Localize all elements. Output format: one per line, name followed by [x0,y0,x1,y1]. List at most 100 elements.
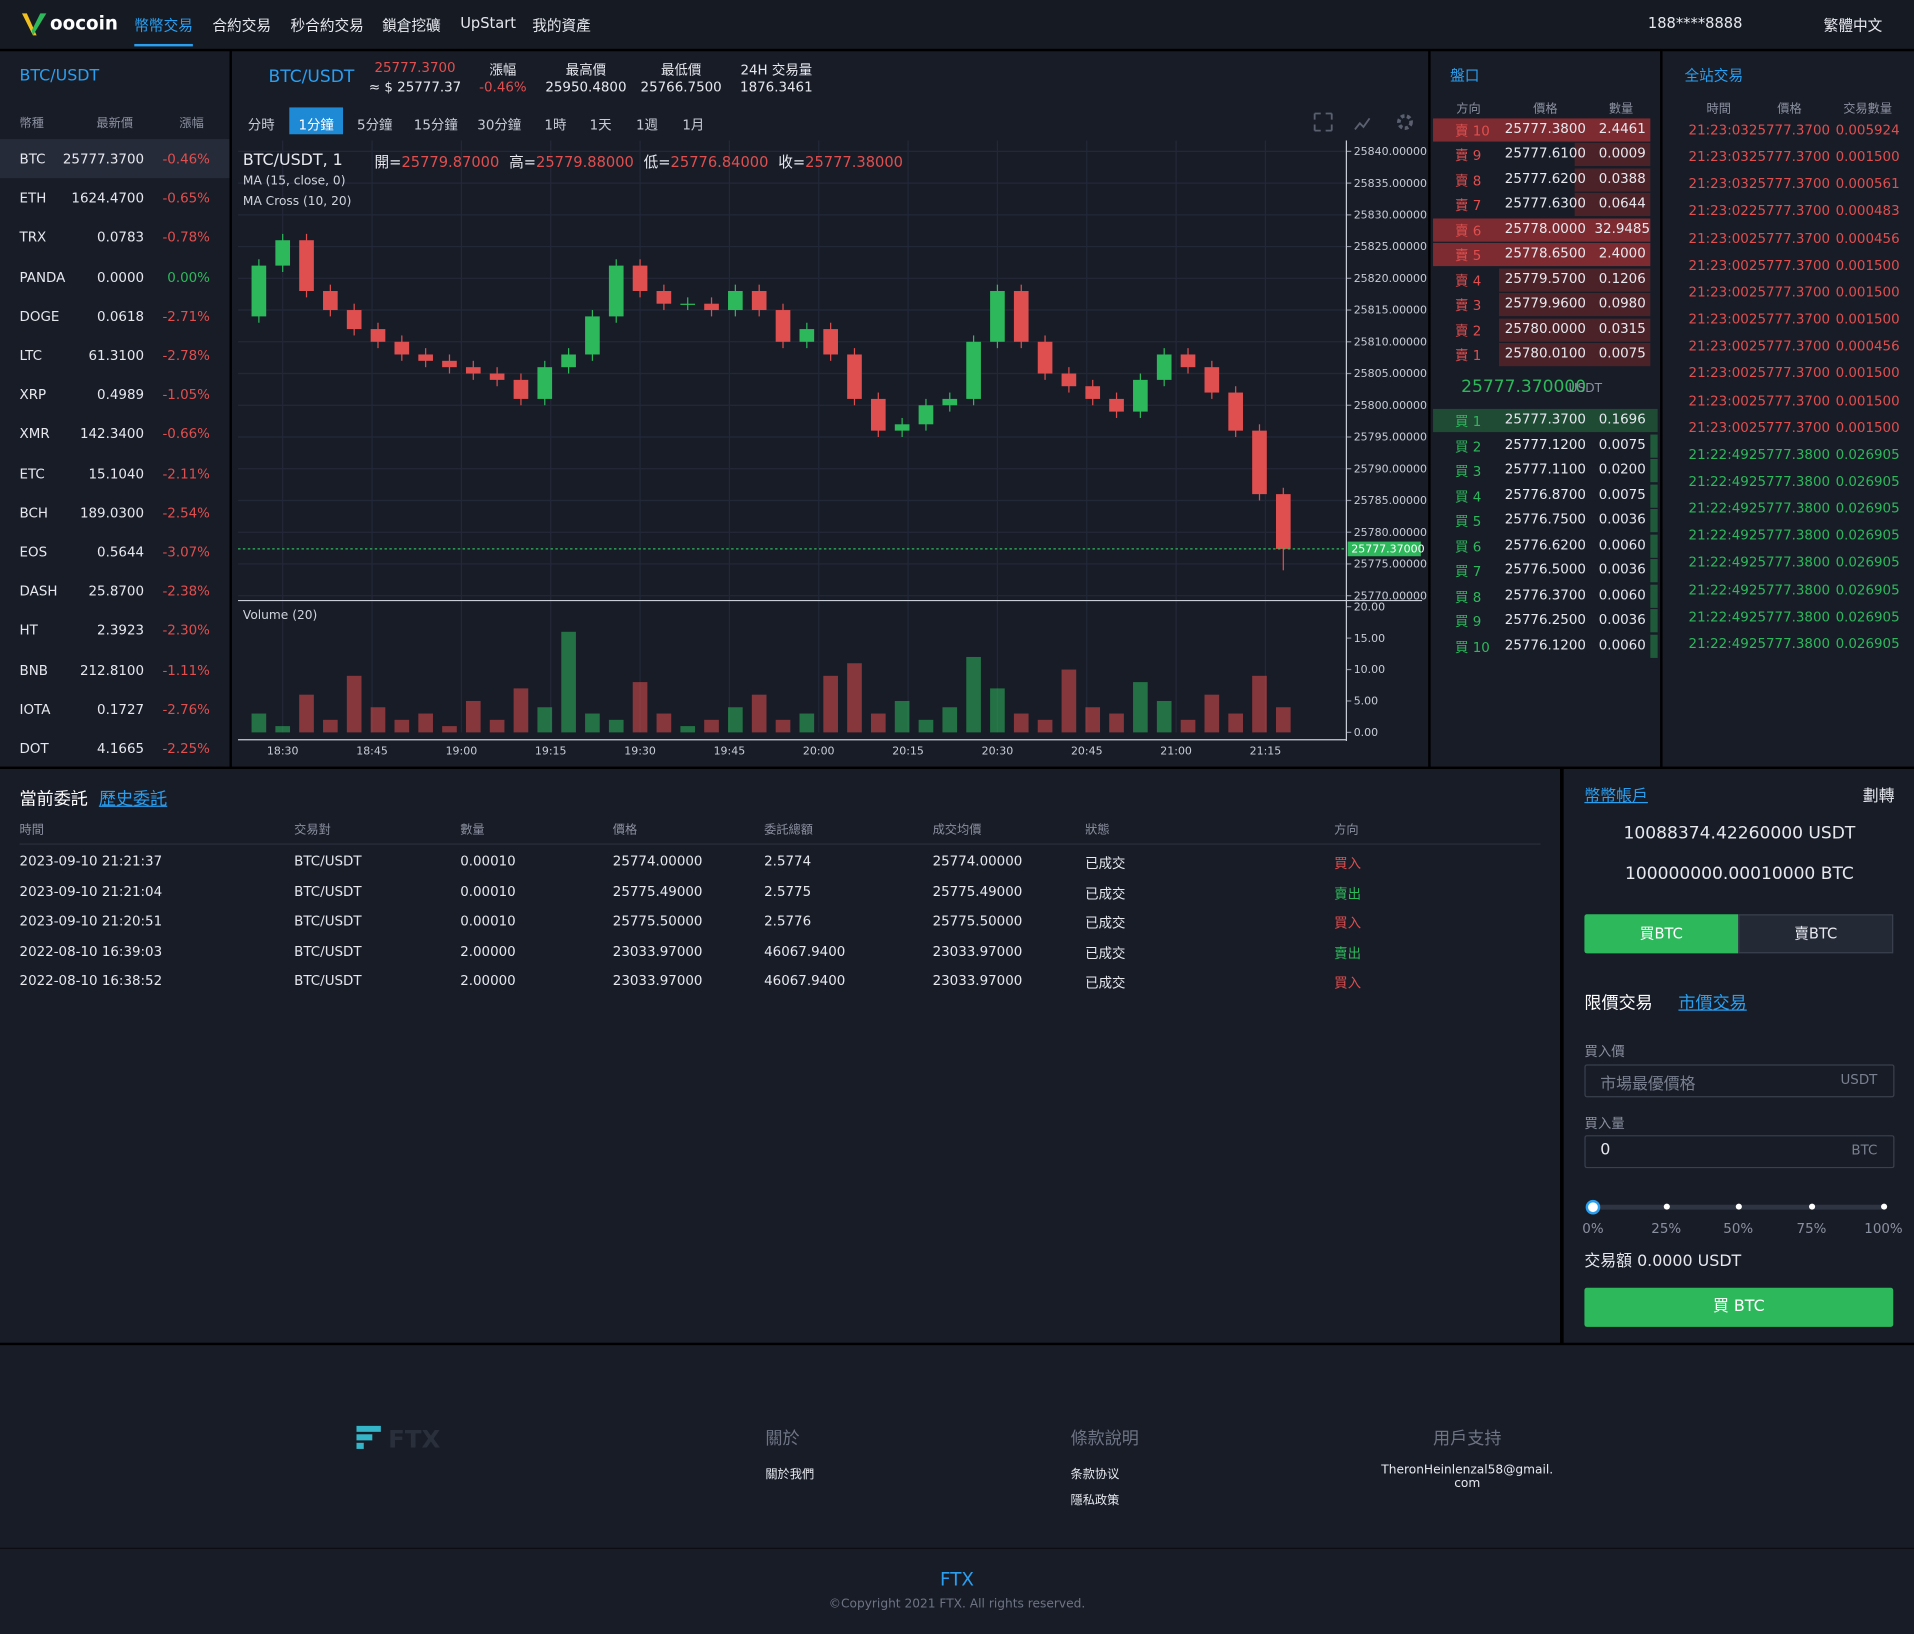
order-cell: 25775.49000 [932,883,1023,900]
ticker-stat-value: 25766.7500 [640,79,722,96]
slider-dot[interactable] [1585,1199,1601,1215]
footer-link[interactable]: TheronHeinlenzal58@gmail.com [1381,1463,1554,1491]
pair-name[interactable]: DASH [19,583,58,600]
volume-tick-label: 20.00 [1354,600,1385,613]
volume-bar [894,700,910,733]
pair-name[interactable]: XRP [19,387,47,404]
footer-link[interactable]: 隱私政策 [1070,1494,1120,1508]
orders-header: 數量 [460,823,485,838]
ask-label: 賣 8 [1455,173,1482,190]
pair-name[interactable]: BTC [19,151,46,168]
candle-body [442,360,457,368]
legend-ohlc: 開=25779.87000 [375,151,500,172]
pair-name[interactable]: DOGE [19,308,60,325]
trade-cell: 0.026905 [1835,500,1900,517]
nav-item[interactable]: 我的資產 [532,17,591,35]
x-tick-label: 20:45 [1071,744,1103,757]
pair-name[interactable]: IOTA [19,701,51,718]
interval-tab[interactable]: 5分鐘 [357,117,393,134]
volume-bar [251,713,267,733]
pair-name[interactable]: BCH [19,505,48,521]
trade-cell: 25777.3800 [1748,581,1831,598]
pair-name[interactable]: ETH [19,190,47,207]
orders-divider [19,843,1541,845]
pair-price: 0.0783 [97,229,145,246]
language[interactable]: 繁體中文 [1823,17,1883,35]
nav-item[interactable]: UpStart [460,14,516,32]
candle-body [1275,494,1291,549]
interval-tab[interactable]: 1時 [544,117,567,134]
ask-depth-bar [1433,118,1651,142]
pair-name[interactable]: LTC [19,347,42,364]
nav-item[interactable]: 合約交易 [212,17,272,35]
order-cell: 賣出 [1334,885,1362,902]
order-cell: BTC/USDT [294,853,362,870]
ask-amount: 0.0980 [1598,295,1646,312]
account-title[interactable]: 幣幣帳戶 [1584,787,1648,806]
pair-name[interactable]: BNB [19,662,49,679]
trades-title: 全站交易 [1684,67,1744,85]
pair-name[interactable]: TRX [19,229,47,246]
x-tick-label: 19:00 [446,744,478,757]
transfer-link[interactable]: 劃轉 [1862,787,1895,806]
ask-price: 25777.6300 [1504,195,1586,212]
volume-bar [799,713,815,733]
price-input[interactable] [1584,1064,1895,1098]
volume-bar [1061,669,1077,733]
nav-item[interactable]: 秒合約交易 [290,17,364,35]
buy-tab[interactable]: 買BTC [1584,914,1739,954]
ask-depth-bar [1574,168,1651,192]
pair-name[interactable]: PANDA [19,269,66,286]
trade-cell: 21:23:00 [1688,392,1749,409]
volume-bar [465,700,481,733]
trades-header: 交易數量 [1843,102,1893,116]
pair-name[interactable]: HT [19,623,38,639]
pair-name[interactable]: ETC [19,465,45,482]
pair-name[interactable]: DOT [19,740,49,757]
trade-cell: 0.001500 [1835,365,1900,382]
orders-tab[interactable]: 歷史委託 [98,789,168,810]
nav-item[interactable]: 幣幣交易 [134,15,193,47]
interval-tab[interactable]: 30分鐘 [477,117,522,134]
chart-toolbar-icons[interactable] [1311,110,1433,134]
interval-tab[interactable]: 1天 [589,117,612,134]
candlestick-chart: 25840.00000 25835.00000 25830.00000 25825.0… [238,140,1427,757]
limit-tab[interactable]: 限價交易 [1584,993,1653,1014]
orders-tab[interactable]: 當前委託 [19,789,88,810]
trade-cell: 25777.3700 [1748,122,1831,138]
interval-tab[interactable]: 15分鐘 [413,117,458,134]
interval-tab[interactable]: 1分鐘 [298,117,334,134]
user-account[interactable]: 188****8888 [1647,14,1743,32]
slider-dot[interactable] [1735,1203,1742,1210]
ask-price: 25778.0000 [1504,220,1586,237]
interval-tab[interactable]: 分時 [247,117,275,134]
trade-cell: 0.005924 [1835,122,1900,138]
slider-dot[interactable] [1808,1203,1815,1210]
interval-tab[interactable]: 1週 [635,117,658,134]
pair-list-header: 漲幅 [179,117,204,131]
submit-button[interactable]: 買 BTC [1584,1287,1894,1327]
ask-label: 賣 3 [1455,298,1482,314]
pair-name[interactable]: EOS [19,544,48,561]
footer-link[interactable]: 条款协议 [1070,1468,1120,1482]
footer-link[interactable]: 關於我們 [765,1468,815,1482]
pair-change: -2.71% [162,308,210,325]
order-cell: 0.00010 [460,913,516,929]
volume-bar [1252,675,1267,733]
market-tab[interactable]: 市價交易 [1678,993,1747,1014]
amount-input[interactable] [1584,1135,1895,1169]
ask-price: 25780.0000 [1504,320,1586,337]
slider-dot[interactable] [1880,1203,1887,1210]
pair-price: 0.5644 [97,544,145,561]
slider-dot[interactable] [1663,1203,1670,1210]
legend-ohlc-value: 25779.87000 [401,153,500,171]
mid-unit: USDT [1568,382,1603,396]
candle-body [275,240,291,266]
candle-body [299,240,314,292]
nav-item[interactable]: 鎖倉挖礦 [382,17,441,35]
trade-total: 交易額 0.0000 USDT [1584,1252,1742,1271]
interval-tab[interactable]: 1月 [682,117,705,134]
volume-bar [370,707,386,733]
sell-tab[interactable]: 賣BTC [1738,914,1894,954]
pair-name[interactable]: XMR [19,426,50,443]
